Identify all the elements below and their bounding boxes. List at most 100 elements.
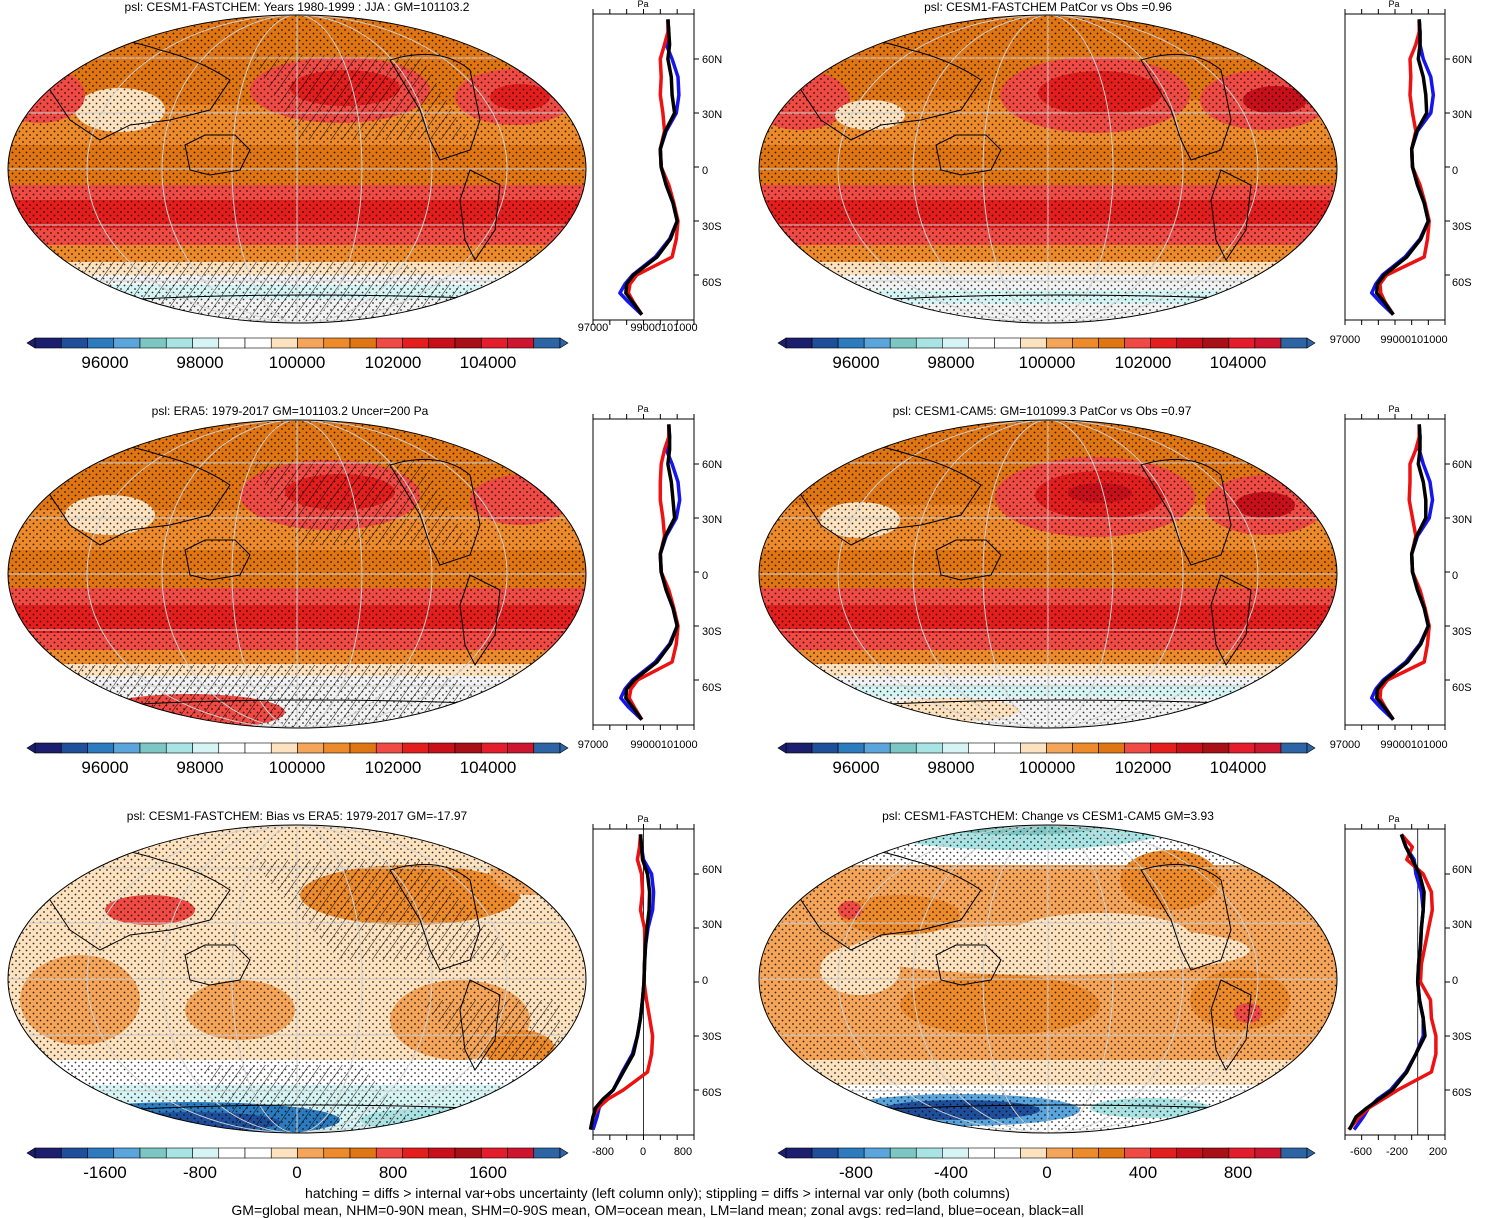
- colorbar-tick-label: 102000: [1115, 353, 1172, 372]
- colorbar-cell: [1202, 1147, 1230, 1159]
- colorbar-cell: [244, 742, 272, 754]
- colorbar-cell: [533, 742, 561, 754]
- colorbar-cell: [349, 742, 377, 754]
- colorbar-high-arrow: [1306, 1147, 1316, 1159]
- colorbar-high-arrow: [559, 337, 569, 349]
- panel-title: psl: CESM1-FASTCHEM: Change vs CESM1-CAM…: [882, 809, 1214, 823]
- colorbar: 96000 98000 100000 102000 104000: [777, 337, 1316, 372]
- colorbar-cell: [297, 1147, 325, 1159]
- zonal-xtick: -200: [1386, 1146, 1408, 1158]
- colorbar-cell: [1176, 1147, 1204, 1159]
- colorbar-tick-label: 102000: [1115, 758, 1172, 777]
- colorbar-cell: [1098, 1147, 1125, 1159]
- zonal-all-line: [1374, 19, 1431, 316]
- colorbar-cell: [889, 742, 917, 754]
- colorbar-tick-label: 104000: [460, 353, 517, 372]
- zonal-mean-plot: Pa 97000 99000101000 60N 30N 0 30S 60S: [578, 0, 723, 334]
- colorbar-cell: [533, 1147, 561, 1159]
- colorbar-tick-label: 800: [379, 1163, 407, 1182]
- colorbar-cell: [994, 337, 1021, 349]
- colorbar-cell: [428, 1147, 456, 1159]
- colorbar-tick-label: 400: [1129, 1163, 1157, 1182]
- panel-top-left: psl: CESM1-FASTCHEM: Years 1980-1999 : J…: [7, 0, 723, 372]
- zonal-all-line: [588, 834, 652, 1130]
- colorbar-cell: [1150, 337, 1178, 349]
- colorbar-tick-label: -400: [934, 1163, 968, 1182]
- colorbar: 96000 98000 100000 102000 104000: [26, 337, 569, 372]
- zonal-mean-plot: Pa 97000 99000101000 60N 30N 0 30S 60S: [1330, 0, 1473, 346]
- colorbar-tick-label: -1600: [83, 1163, 126, 1182]
- zonal-ytick: 30S: [702, 626, 722, 638]
- zonal-xtick: 99000101000: [630, 739, 697, 751]
- zonal-ytick: 0: [702, 165, 708, 177]
- colorbar-cell: [889, 1147, 917, 1159]
- colorbar-cell: [1254, 337, 1282, 349]
- zonal-ytick: 60N: [1452, 864, 1472, 876]
- zonal-ytick: 0: [702, 975, 708, 987]
- colorbar-cell: [1124, 1147, 1152, 1159]
- colorbar-cell: [218, 1147, 246, 1159]
- panel-title: psl: CESM1-FASTCHEM: Bias vs ERA5: 1979-…: [127, 809, 468, 823]
- zonal-frame: [592, 418, 695, 726]
- colorbar-cell: [1098, 337, 1125, 349]
- colorbar-cell: [375, 337, 403, 349]
- colorbar-tick-label: 100000: [269, 353, 326, 372]
- colorbar: 96000 98000 100000 102000 104000: [26, 742, 569, 777]
- zonal-axis-unit: Pa: [637, 814, 648, 824]
- colorbar-tick-label: 1600: [469, 1163, 507, 1182]
- colorbar-cell: [1046, 1147, 1073, 1159]
- colorbar-tick-label: 100000: [1019, 758, 1076, 777]
- colorbar-cell: [915, 742, 943, 754]
- colorbar-tick-label: 98000: [927, 353, 974, 372]
- colorbar-cell: [218, 742, 246, 754]
- zonal-xtick: 97000: [578, 739, 609, 751]
- colorbar-cell: [192, 742, 220, 754]
- zonal-frame: [1344, 13, 1446, 321]
- colorbar-cell: [165, 742, 193, 754]
- colorbar-cell: [1254, 742, 1282, 754]
- zonal-all-line: [1374, 424, 1431, 721]
- colorbar: -800 -400 0 400 800: [777, 1147, 1316, 1182]
- colorbar-cell: [1046, 742, 1073, 754]
- colorbar-cell: [1072, 742, 1099, 754]
- zonal-ytick: 0: [702, 570, 708, 582]
- colorbar-low-arrow: [777, 337, 787, 349]
- colorbar-cell: [34, 337, 62, 349]
- colorbar-cell: [323, 742, 351, 754]
- zonal-ytick: 30S: [1452, 1031, 1472, 1043]
- colorbar-cell: [1150, 1147, 1178, 1159]
- map: [758, 14, 1338, 324]
- colorbar-cell: [1202, 742, 1230, 754]
- colorbar-cell: [402, 337, 430, 349]
- zonal-all-line: [1347, 833, 1427, 1131]
- colorbar-cell: [968, 742, 995, 754]
- colorbar-cell: [994, 1147, 1021, 1159]
- zonal-axis-unit: Pa: [637, 0, 648, 9]
- colorbar-cell: [113, 742, 141, 754]
- colorbar-cell: [915, 1147, 943, 1159]
- colorbar-tick-label: -800: [183, 1163, 217, 1182]
- zonal-ytick: 60S: [1452, 682, 1472, 694]
- colorbar-cells: [26, 337, 569, 349]
- colorbar-cell: [1046, 337, 1073, 349]
- colorbar-tick-label: 102000: [365, 353, 422, 372]
- colorbar-cell: [428, 337, 456, 349]
- colorbar-tick-label: -800: [839, 1163, 873, 1182]
- colorbar-cell: [402, 1147, 430, 1159]
- colorbar-cell: [375, 742, 403, 754]
- colorbar-cell: [968, 337, 995, 349]
- colorbar-cell: [270, 337, 298, 349]
- zonal-ytick: 60N: [702, 864, 722, 876]
- colorbar-cell: [297, 337, 325, 349]
- zonal-ytick: 30S: [1452, 626, 1472, 638]
- zonal-ytick: 30N: [1452, 514, 1472, 526]
- colorbar-cell: [941, 1147, 969, 1159]
- colorbar-cell: [270, 1147, 298, 1159]
- zonal-ytick: 30N: [1452, 919, 1472, 931]
- colorbar-tick-label: 104000: [1210, 353, 1267, 372]
- colorbar-cell: [1176, 742, 1204, 754]
- zonal-axis-unit: Pa: [637, 404, 648, 414]
- footnote-line-2: GM=global mean, NHM=0-90N mean, SHM=0-90…: [231, 1202, 1084, 1218]
- map: [7, 14, 587, 324]
- zonal-axis-unit: Pa: [1388, 814, 1399, 824]
